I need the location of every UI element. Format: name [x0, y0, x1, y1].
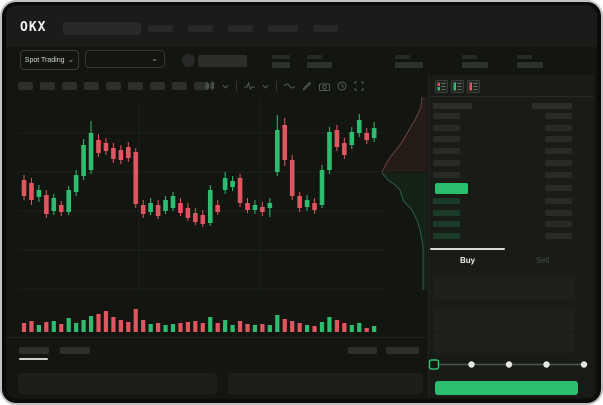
depth-chart[interactable] — [380, 97, 427, 290]
trade-tabs: Buy Sell — [430, 253, 580, 269]
timeframe-placeholder[interactable] — [150, 82, 165, 90]
indicators-icon[interactable] — [244, 81, 255, 91]
chevron-down-icon: ⌄ — [151, 54, 158, 63]
orderbook-view-toggles — [435, 80, 480, 93]
bid-row[interactable] — [428, 209, 594, 217]
bottom-action-2[interactable] — [386, 347, 419, 354]
top-navbar: OKX — [6, 5, 597, 47]
toolbar-divider — [236, 81, 237, 91]
panel-divider — [428, 75, 429, 397]
draw-icon[interactable] — [302, 81, 312, 91]
timeframe-placeholder[interactable] — [84, 82, 99, 90]
bottom-tab-2[interactable] — [60, 347, 90, 354]
bottom-action-1[interactable] — [348, 347, 377, 354]
stat-placeholder — [395, 55, 423, 69]
main-nav — [148, 25, 338, 32]
app-window: OKX Spot Trading ⌄ ⌄ — [6, 5, 597, 399]
candlestick-chart[interactable] — [18, 100, 384, 290]
bid-row[interactable] — [428, 221, 594, 228]
timeframe-placeholder[interactable] — [40, 82, 55, 90]
timeframe-placeholder[interactable] — [128, 82, 143, 90]
toolbar-divider — [276, 81, 277, 91]
orderbook-asks-icon[interactable] — [467, 80, 480, 93]
search-input[interactable] — [63, 22, 141, 35]
bid-row[interactable] — [428, 233, 594, 240]
orderbook-panel: Buy Sell — [428, 75, 594, 397]
screenshot-icon[interactable] — [319, 82, 330, 91]
wave-icon[interactable] — [284, 82, 295, 90]
active-tab-indicator — [430, 248, 505, 250]
buy-button[interactable] — [435, 381, 578, 395]
market-type-dropdown[interactable]: Spot Trading ⌄ — [20, 50, 79, 70]
orderbook-bids-icon[interactable] — [451, 80, 464, 93]
chevron-down-icon[interactable] — [262, 83, 269, 90]
ask-row[interactable] — [428, 159, 594, 167]
nav-item-placeholder[interactable] — [188, 25, 213, 32]
tab-buy[interactable]: Buy — [459, 256, 476, 265]
chart-tools — [205, 79, 364, 93]
nav-item-placeholder[interactable] — [313, 25, 338, 32]
chart-type-icon[interactable] — [205, 81, 215, 91]
ask-row[interactable] — [428, 124, 594, 132]
tab-sell[interactable]: Sell — [535, 256, 550, 265]
ask-row[interactable] — [428, 171, 594, 179]
nav-item-placeholder[interactable] — [148, 25, 173, 32]
pair-selector-dropdown[interactable]: ⌄ — [85, 50, 165, 68]
timeframe-placeholder[interactable] — [18, 82, 33, 90]
price-field[interactable] — [433, 277, 575, 300]
okx-logo: OKX — [20, 20, 47, 35]
nav-item-placeholder[interactable] — [228, 25, 253, 32]
stat-placeholder — [517, 55, 543, 69]
market-type-label: Spot Trading — [24, 56, 65, 64]
orderbook-price-header-placeholder — [433, 103, 472, 109]
orderbook-both-icon[interactable] — [435, 80, 448, 93]
amount-field[interactable] — [433, 309, 575, 331]
amount-slider[interactable] — [428, 359, 592, 371]
last-price-amount-placeholder — [545, 185, 572, 191]
pair-name-placeholder — [198, 55, 247, 67]
bottom-tab-1[interactable] — [19, 347, 49, 354]
fullscreen-icon[interactable] — [354, 81, 364, 91]
last-price-highlight[interactable] — [435, 183, 468, 194]
chevron-down-icon[interactable] — [222, 83, 229, 90]
ask-row[interactable] — [428, 113, 594, 120]
stat-placeholder — [462, 55, 488, 69]
nav-item-placeholder[interactable] — [268, 25, 298, 32]
divider — [428, 96, 594, 97]
bottom-active-tab-indicator — [19, 358, 48, 360]
timeframe-placeholder[interactable] — [194, 82, 209, 90]
timeframe-placeholder[interactable] — [106, 82, 121, 90]
stat-placeholder — [272, 55, 290, 69]
timeframe-toolbar — [18, 82, 209, 90]
volume-chart[interactable] — [18, 294, 384, 332]
coin-icon — [182, 54, 195, 67]
total-field[interactable] — [433, 332, 575, 353]
bid-row[interactable] — [428, 198, 594, 205]
timeframe-placeholder[interactable] — [172, 82, 187, 90]
orderbook-amount-header-placeholder — [532, 103, 572, 109]
table-row-placeholder — [228, 373, 423, 394]
timeframe-placeholder[interactable] — [62, 82, 77, 90]
table-row-placeholder — [18, 373, 217, 394]
ask-row[interactable] — [428, 136, 594, 143]
chevron-down-icon: ⌄ — [67, 55, 75, 64]
stat-placeholder — [307, 55, 332, 69]
history-icon[interactable] — [337, 81, 347, 91]
divider — [6, 337, 427, 338]
ask-row[interactable] — [428, 148, 594, 155]
